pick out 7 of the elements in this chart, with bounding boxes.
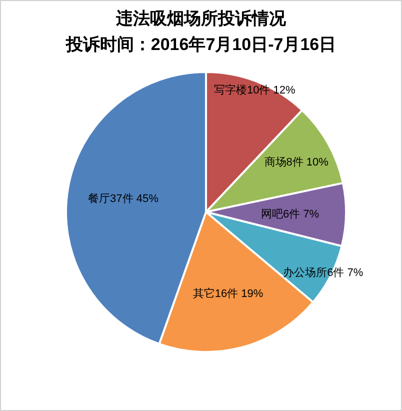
chart-subtitle: 投诉时间：2016年7月10日-7月16日 bbox=[64, 35, 336, 54]
slice-label: 商场8件 10% bbox=[264, 155, 329, 168]
chart-title: 违法吸烟场所投诉情况 bbox=[115, 9, 287, 28]
slice-label: 其它16件 19% bbox=[192, 287, 264, 300]
slice-label: 网吧6件 7% bbox=[260, 208, 320, 221]
slice-label: 写字楼10件 12% bbox=[214, 84, 296, 97]
slice-label: 餐厅37件 45% bbox=[88, 192, 159, 205]
